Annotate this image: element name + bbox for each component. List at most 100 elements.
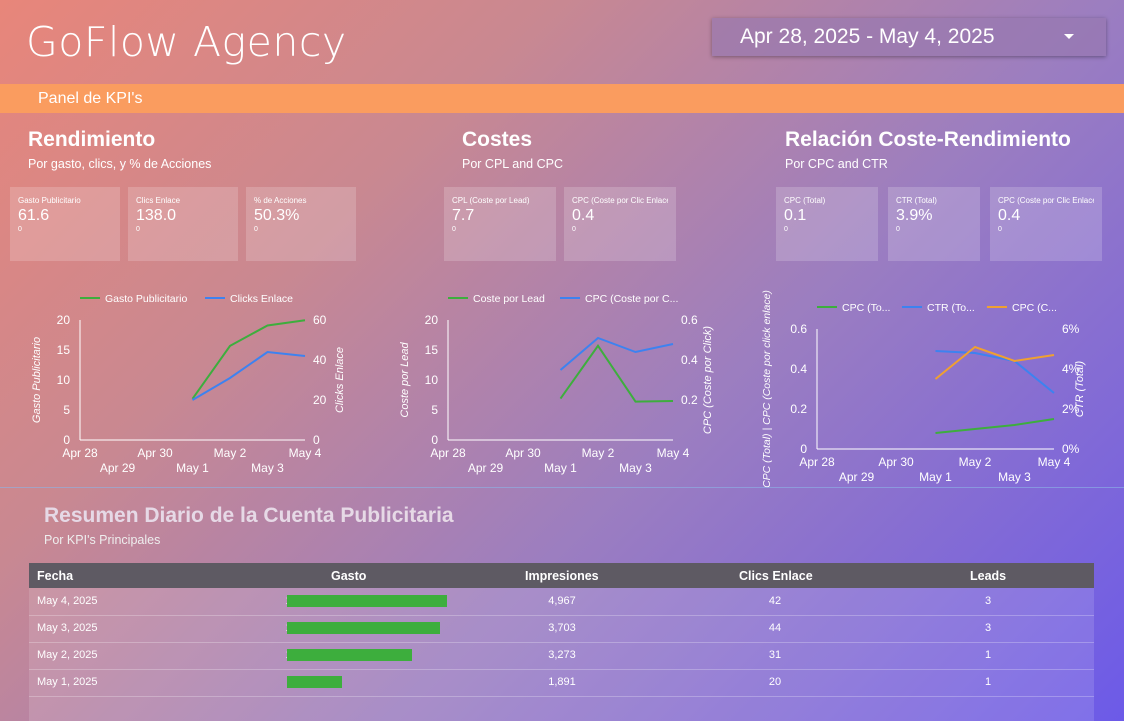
- kpi-card-cpc-enlace-2: CPC (Coste por Clic Enlace) 0.4 0: [990, 187, 1102, 261]
- page-title: GoFlow Agency: [26, 18, 347, 66]
- column-header-leads[interactable]: Leads: [970, 569, 1007, 583]
- x-tick-label: May 2: [582, 446, 615, 460]
- series-line-0: [191, 319, 306, 400]
- series-line-1: [191, 350, 306, 401]
- column-header-impresiones[interactable]: Impresiones: [525, 569, 599, 583]
- x-tick-label: Apr 29: [839, 470, 875, 484]
- legend-label: Gasto Publicitario: [105, 293, 187, 305]
- date-range-picker[interactable]: Apr 28, 2025 - May 4, 2025: [712, 18, 1106, 56]
- x-tick-label: May 1: [176, 461, 209, 475]
- x-tick-label: Apr 30: [137, 446, 173, 460]
- section-subtitle-rendimiento: Por gasto, clics, y % de Acciones: [28, 157, 212, 171]
- column-header-gasto[interactable]: Gasto: [331, 569, 367, 583]
- cell-leads: 3: [984, 622, 992, 634]
- x-tick-label: May 1: [544, 461, 577, 475]
- x-tick-label: Apr 30: [878, 455, 914, 469]
- kpi-label: % de Acciones: [254, 196, 307, 205]
- kpi-value: 0.4: [998, 207, 1021, 224]
- cell-impresiones: 3,273: [548, 649, 576, 661]
- kpi-value: 0.1: [784, 207, 807, 224]
- cell-fecha: May 2, 2025: [37, 649, 98, 661]
- x-tick-label: May 4: [1038, 455, 1071, 469]
- date-range-text: Apr 28, 2025 - May 4, 2025: [740, 25, 995, 48]
- banner-label: Panel de KPI's: [38, 90, 143, 107]
- gasto-bar: [287, 595, 447, 607]
- y-tick-label: 0: [63, 433, 70, 447]
- y-tick-label: 10: [57, 373, 71, 387]
- cell-leads: 1: [984, 649, 992, 661]
- x-tick-label: May 3: [251, 461, 284, 475]
- x-tick-label: May 2: [214, 446, 247, 460]
- kpi-delta: 0: [998, 226, 1002, 233]
- kpi-card-ctr-total: CTR (Total) 3.9% 0: [888, 187, 980, 261]
- y-right-axis-label: CTR (Total): [1074, 360, 1086, 417]
- series-line-0: [559, 344, 674, 403]
- kpi-delta: 0: [784, 226, 788, 233]
- series-line-1: [935, 350, 1055, 394]
- y-right-tick-label: 0: [313, 433, 320, 447]
- cell-clics: 44: [768, 622, 782, 634]
- y-right-tick-label: 2%: [1062, 402, 1080, 416]
- y-tick-label: 0.6: [790, 322, 807, 336]
- y-tick-label: 0.4: [790, 362, 807, 376]
- cell-impresiones: 4,967: [548, 595, 576, 607]
- section-title-rendimiento: Rendimiento: [28, 128, 156, 151]
- cell-impresiones: 1,891: [548, 676, 576, 688]
- y-axis-label: Gasto Publicitario: [31, 337, 43, 423]
- cell-leads: 1: [984, 676, 992, 688]
- y-right-tick-label: 6%: [1062, 322, 1080, 336]
- y-tick-label: 0: [431, 433, 438, 447]
- cell-fecha: May 4, 2025: [37, 595, 98, 607]
- kpi-label: CPC (Coste por Clic Enlace): [998, 196, 1094, 205]
- x-tick-label: Apr 30: [505, 446, 541, 460]
- kpi-banner: Panel de KPI's: [0, 84, 1124, 113]
- kpi-card-clics: Clics Enlace 138.0 0: [128, 187, 238, 261]
- x-tick-label: May 4: [289, 446, 322, 460]
- kpi-label: Clics Enlace: [136, 196, 181, 205]
- legend-label: Coste por Lead: [473, 293, 545, 305]
- y-right-tick-label: 0.4: [681, 353, 698, 367]
- cell-leads: 3: [984, 595, 992, 607]
- kpi-value: 0.4: [572, 207, 595, 224]
- summary-subtitle: Por KPI's Principales: [44, 533, 161, 547]
- kpi-value: 50.3%: [254, 207, 300, 224]
- kpi-delta: 0: [254, 226, 258, 233]
- column-header-clics[interactable]: Clics Enlace: [739, 569, 813, 583]
- kpi-label: CTR (Total): [896, 196, 937, 205]
- series-line-2: [934, 345, 1055, 380]
- table-header: Fecha Gasto Impresiones Clics Enlace Lea…: [29, 563, 1094, 588]
- y-tick-label: 0.2: [790, 402, 807, 416]
- legend-label: CPC (To...: [842, 302, 890, 314]
- kpi-delta: 0: [452, 226, 456, 233]
- section-title-relacion: Relación Coste-Rendimiento: [785, 128, 1071, 151]
- summary-title: Resumen Diario de la Cuenta Publicitaria: [44, 504, 454, 527]
- chevron-down-icon[interactable]: [1064, 34, 1074, 39]
- gasto-bar: [287, 649, 413, 661]
- x-tick-label: Apr 28: [799, 455, 835, 469]
- y-axis-label: CPC (Total) | CPC (Coste por click enlac…: [761, 290, 773, 488]
- x-tick-label: Apr 28: [62, 446, 98, 460]
- charts-canvas: 0 5 10 15 20 0 20 40 60 Apr 28 Apr 30 May 2 May 4 Apr…: [31, 290, 1086, 488]
- kpi-label: Gasto Publicitario: [18, 196, 81, 205]
- kpi-delta: 0: [896, 226, 900, 233]
- kpi-delta: 0: [18, 226, 22, 233]
- y-tick-label: 0: [800, 442, 807, 456]
- kpi-card-cpl: CPL (Coste por Lead) 7.7 0: [444, 187, 556, 261]
- y-right-tick-label: 4%: [1062, 362, 1080, 376]
- y-right-tick-label: 0%: [1062, 442, 1080, 456]
- cell-impresiones: 3,703: [548, 622, 576, 634]
- x-tick-label: Apr 29: [100, 461, 136, 475]
- gasto-bar: [287, 622, 440, 634]
- column-header-fecha[interactable]: Fecha: [37, 569, 74, 583]
- y-tick-label: 5: [63, 403, 70, 417]
- summary-table: Fecha Gasto Impresiones Clics Enlace Lea…: [29, 563, 1094, 721]
- x-tick-label: May 3: [619, 461, 652, 475]
- x-tick-label: May 3: [998, 470, 1031, 484]
- y-right-tick-label: 60: [313, 313, 327, 327]
- y-tick-label: 10: [425, 373, 439, 387]
- y-tick-label: 5: [431, 403, 438, 417]
